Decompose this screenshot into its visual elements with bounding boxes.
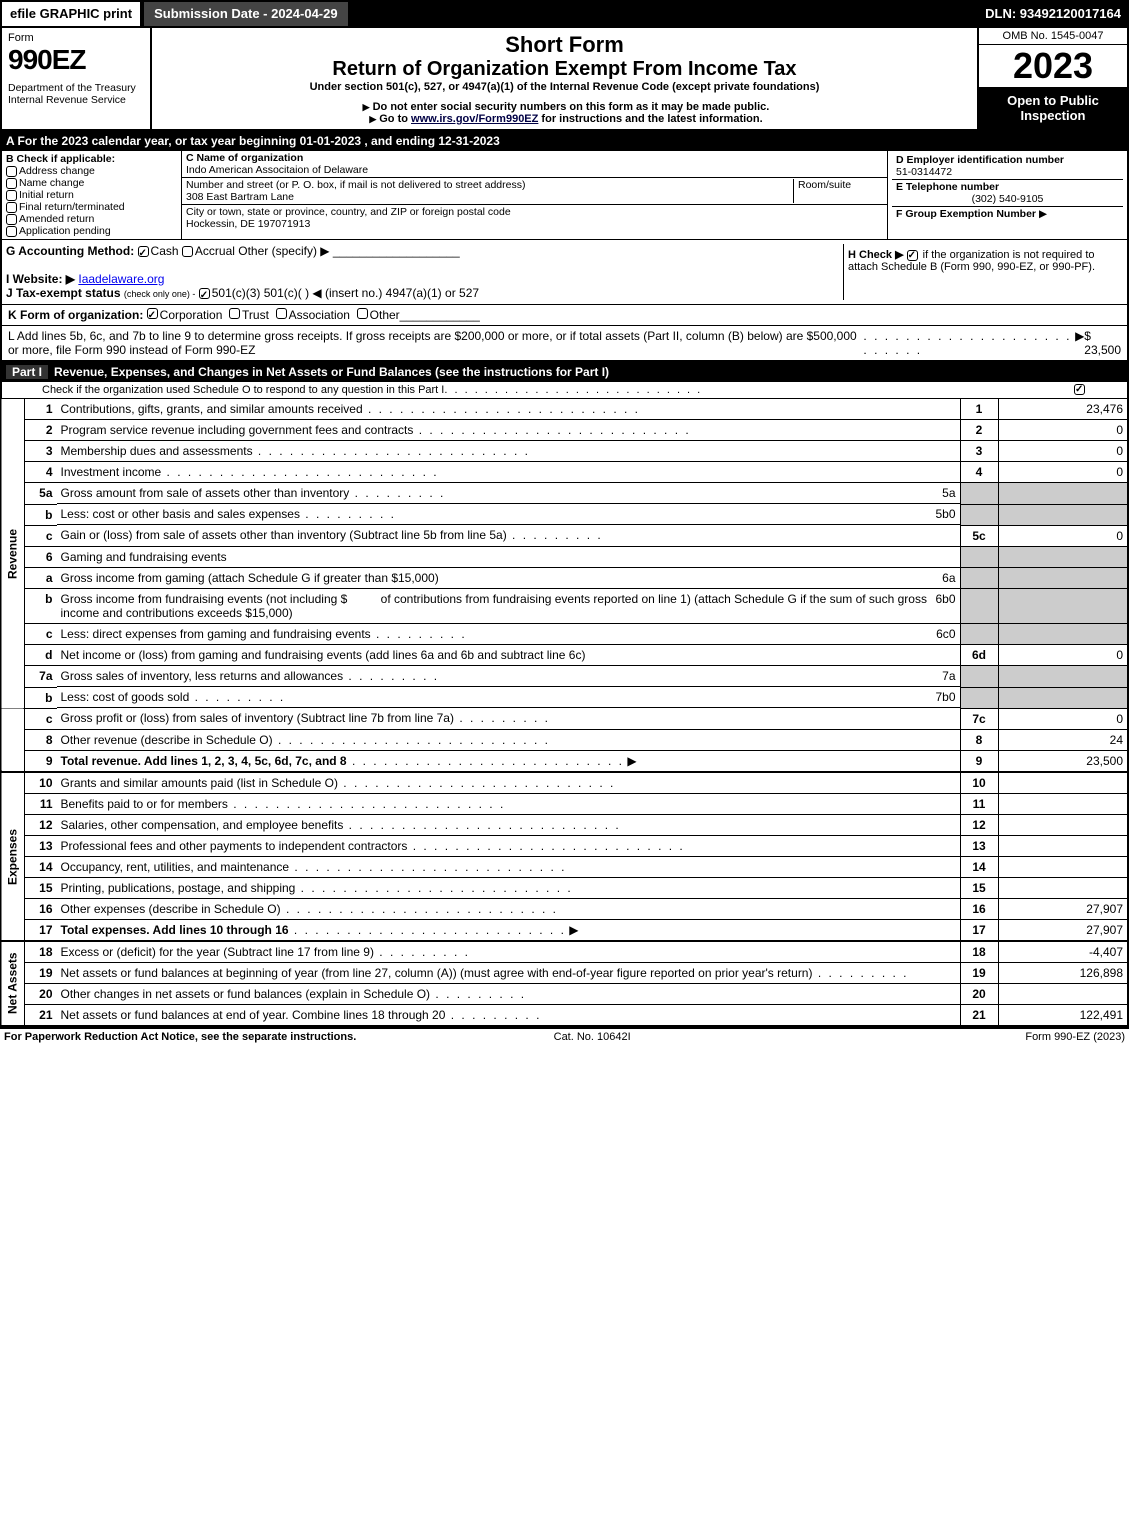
checkbox-association[interactable] (276, 308, 287, 319)
e-phone-label: E Telephone number (896, 181, 999, 193)
i-label: I Website: ▶ (6, 272, 75, 286)
form-label: Form (8, 32, 144, 44)
expenses-label: Expenses (1, 772, 25, 941)
section-a-header: A For the 2023 calendar year, or tax yea… (0, 131, 1129, 151)
phone-value: (302) 540-9105 (896, 193, 1119, 205)
efile-print-button[interactable]: efile GRAPHIC print (2, 2, 140, 26)
checkbox-amended-return[interactable] (6, 214, 17, 225)
top-bar: efile GRAPHIC print Submission Date - 20… (0, 0, 1129, 28)
checkbox-address-change[interactable] (6, 166, 17, 177)
checkbox-name-change[interactable] (6, 178, 17, 189)
title-short-form: Short Form (156, 32, 973, 58)
checkbox-cash[interactable] (138, 246, 149, 257)
checkbox-application-pending[interactable] (6, 226, 17, 237)
org-address: 308 East Bartram Lane (186, 191, 294, 203)
footer-cat: Cat. No. 10642I (554, 1031, 631, 1043)
l-amount: $ 23,500 (1084, 329, 1121, 357)
checkbox-501c3[interactable] (199, 288, 210, 299)
g-label: G Accounting Method: (6, 244, 134, 258)
page-footer: For Paperwork Reduction Act Notice, see … (0, 1027, 1129, 1045)
footer-form: Form 990-EZ (2023) (1025, 1031, 1125, 1043)
city-label: City or town, state or province, country… (186, 206, 511, 218)
submission-date: Submission Date - 2024-04-29 (144, 2, 348, 26)
tax-year: 2023 (979, 45, 1127, 87)
instr-goto-post: for instructions and the latest informat… (538, 113, 762, 125)
ein-value: 51-0314472 (896, 166, 952, 178)
checkbox-initial-return[interactable] (6, 190, 17, 201)
checkbox-other-org[interactable] (357, 308, 368, 319)
title-return: Return of Organization Exempt From Incom… (156, 58, 973, 81)
netassets-label: Net Assets (1, 941, 25, 1026)
form-header: Form 990EZ Department of the Treasury In… (0, 28, 1129, 131)
j-label: J Tax-exempt status (6, 286, 121, 300)
omb-number: OMB No. 1545-0047 (979, 28, 1127, 45)
checkbox-corporation[interactable] (147, 308, 158, 319)
revenue-table: Revenue 1Contributions, gifts, grants, a… (0, 399, 1129, 1027)
part1-header: Part I Revenue, Expenses, and Changes in… (0, 362, 1129, 382)
dln-number: DLN: 93492120017164 (977, 0, 1129, 28)
checkbox-final-return[interactable] (6, 202, 17, 213)
subtitle: Under section 501(c), 527, or 4947(a)(1)… (156, 81, 973, 93)
k-label: K Form of organization: (8, 308, 143, 322)
section-b-label: B Check if applicable: (6, 153, 177, 165)
website-link[interactable]: Iaadelaware.org (78, 272, 164, 286)
f-group-label: F Group Exemption Number (896, 208, 1036, 220)
arrow-icon: ▶ (1039, 208, 1047, 220)
checkbox-schedule-o[interactable] (1074, 384, 1085, 395)
org-name: Indo American Associtaion of Delaware (186, 164, 368, 176)
l-text: L Add lines 5b, 6c, and 7b to line 9 to … (8, 329, 863, 357)
addr-label: Number and street (or P. O. box, if mail… (186, 179, 525, 191)
checkbox-schedule-b[interactable] (907, 250, 918, 261)
irs-link[interactable]: www.irs.gov/Form990EZ (411, 113, 538, 125)
checkbox-trust[interactable] (229, 308, 240, 319)
revenue-label: Revenue (1, 399, 25, 708)
d-ein-label: D Employer identification number (896, 154, 1064, 166)
form-number: 990EZ (8, 44, 144, 76)
checkbox-accrual[interactable] (182, 246, 193, 257)
j-opts: 501(c)(3) 501(c)( ) ◀ (insert no.) 4947(… (212, 286, 479, 300)
instr-ssn: Do not enter social security numbers on … (373, 101, 770, 113)
dept-label: Department of the Treasury Internal Reve… (8, 82, 144, 106)
footer-left: For Paperwork Reduction Act Notice, see … (4, 1031, 356, 1043)
org-city: Hockessin, DE 197071913 (186, 218, 310, 230)
h-label: H Check ▶ (848, 249, 904, 261)
instr-goto-pre: Go to (379, 113, 411, 125)
inspection-badge: Open to Public Inspection (979, 87, 1127, 129)
room-suite-label: Room/suite (793, 179, 883, 203)
c-name-label: C Name of organization (186, 152, 303, 164)
part1-check-note: Check if the organization used Schedule … (42, 384, 444, 396)
